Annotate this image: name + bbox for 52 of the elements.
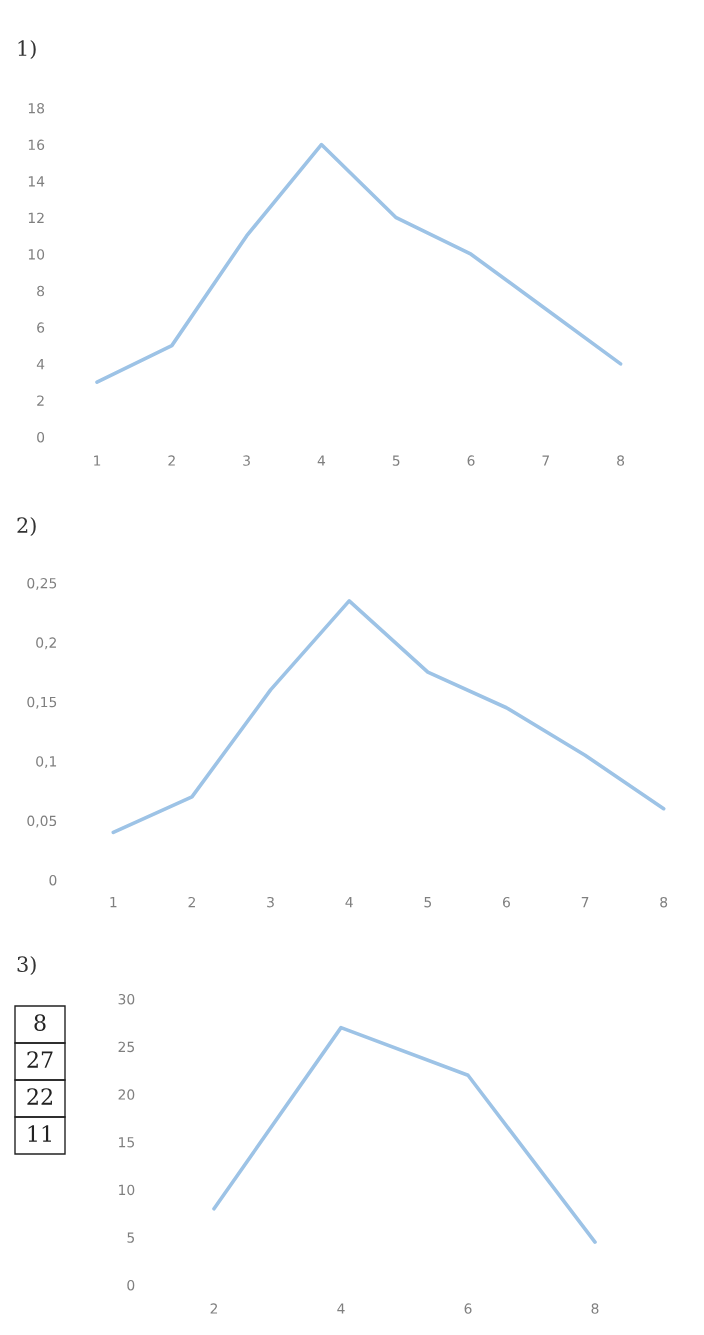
y-tick-label: 0 xyxy=(127,1279,135,1291)
y-tick-label: 0 xyxy=(49,874,57,886)
text: 22 xyxy=(27,1088,52,1105)
text: 27 xyxy=(27,1051,53,1068)
x-tick-label: 6 xyxy=(467,455,475,466)
x-tick-label: 2 xyxy=(210,1303,218,1314)
y-tick-label: 20 xyxy=(118,1089,135,1100)
x-tick-label: 4 xyxy=(337,1303,345,1314)
y-tick-label: 16 xyxy=(28,139,45,151)
y-tick-label: 0,05 xyxy=(27,815,57,828)
y-tick-label: 18 xyxy=(28,102,45,114)
x-tick-label: 1 xyxy=(110,897,117,908)
text: 11 xyxy=(28,1125,51,1142)
x-tick-label: 6 xyxy=(464,1303,472,1314)
chart-title: 1) xyxy=(18,39,36,59)
y-tick-label: 10 xyxy=(28,249,45,260)
x-tick-label: 7 xyxy=(542,455,550,466)
x-tick-label: 8 xyxy=(660,896,668,908)
x-tick-label: 5 xyxy=(424,897,432,908)
y-tick-label: 15 xyxy=(119,1137,135,1148)
y-tick-label: 12 xyxy=(28,212,44,223)
x-tick-label: 8 xyxy=(617,455,625,466)
x-tick-label: 3 xyxy=(243,455,250,466)
x-tick-label: 2 xyxy=(168,455,175,466)
y-tick-label: 0,15 xyxy=(27,696,57,709)
y-tick-label: 2 xyxy=(37,395,44,406)
y-tick-label: 10 xyxy=(119,1184,135,1196)
x-tick-label: 7 xyxy=(581,897,589,908)
y-tick-label: 5 xyxy=(127,1232,135,1243)
line-series xyxy=(95,142,623,384)
y-tick-label: 4 xyxy=(36,359,45,370)
x-tick-label: 4 xyxy=(317,455,326,466)
x-tick-label: 3 xyxy=(267,896,274,908)
y-tick-label: 0,1 xyxy=(36,756,57,769)
y-tick-label: 0,2 xyxy=(36,637,56,650)
x-tick-label: 6 xyxy=(502,896,510,908)
x-tick-label: 1 xyxy=(94,455,101,466)
x-tick-label: 8 xyxy=(591,1303,599,1314)
y-tick-label: 14 xyxy=(28,176,45,187)
x-tick-label: 2 xyxy=(188,896,195,908)
chart-title: 2) xyxy=(17,516,36,536)
chart-title: 3) xyxy=(17,955,36,975)
y-tick-label: 0,25 xyxy=(27,577,57,590)
y-tick-label: 30 xyxy=(118,993,135,1005)
y-tick-label: 0 xyxy=(37,431,45,443)
y-tick-label: 6 xyxy=(37,322,45,333)
x-tick-label: 5 xyxy=(392,455,400,466)
y-tick-label: 25 xyxy=(118,1041,135,1053)
y-tick-label: 8 xyxy=(37,285,45,297)
x-tick-label: 4 xyxy=(345,897,353,908)
line-series xyxy=(212,1025,597,1244)
line-series xyxy=(111,599,666,835)
